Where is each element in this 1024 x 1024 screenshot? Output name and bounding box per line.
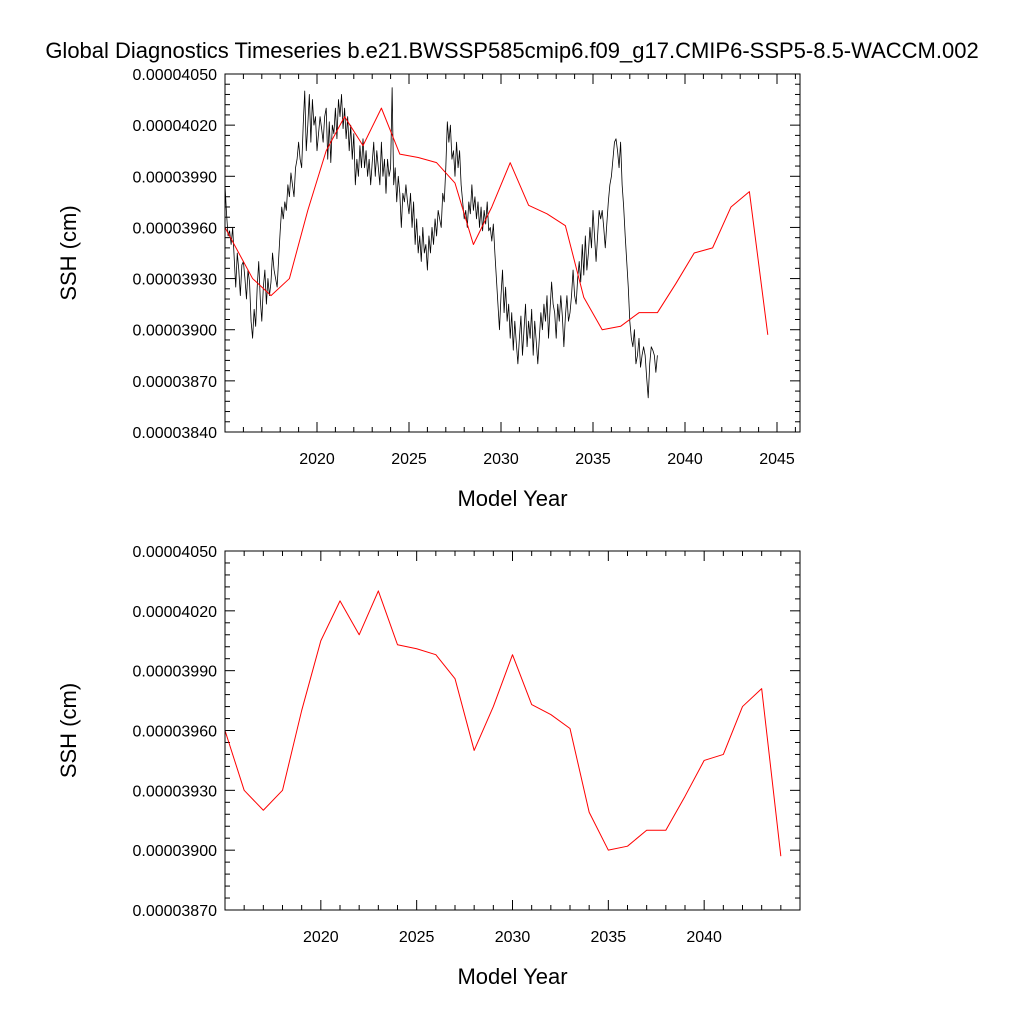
y-tick-label: 0.00003990 <box>132 664 217 681</box>
y-tick-label: 0.00004050 <box>132 544 217 561</box>
y-axis-title: SSH (cm) <box>56 683 81 778</box>
x-tick-label: 2035 <box>591 929 627 946</box>
annual-series-line <box>225 590 782 857</box>
x-tick-label: 2045 <box>759 451 795 468</box>
y-tick-label: 0.00003960 <box>132 724 217 741</box>
x-tick-label: 2035 <box>575 451 611 468</box>
figure-title: Global Diagnostics Timeseries b.e21.BWSS… <box>45 38 978 63</box>
y-tick-label: 0.00004020 <box>132 118 217 135</box>
x-axis-title: Model Year <box>457 486 567 511</box>
x-tick-label: 2020 <box>303 929 339 946</box>
y-tick-label: 0.00003900 <box>132 843 217 860</box>
x-tick-label: 2030 <box>483 451 519 468</box>
y-tick-label: 0.00003960 <box>132 220 217 237</box>
plot-frame <box>224 550 801 911</box>
x-tick-label: 2025 <box>399 929 435 946</box>
y-tick-label: 0.00003870 <box>132 903 217 920</box>
x-tick-label: 2020 <box>299 451 335 468</box>
x-axis-title: Model Year <box>457 964 567 989</box>
y-tick-label: 0.00004020 <box>132 604 217 621</box>
y-tick-label: 0.00003900 <box>132 323 217 340</box>
y-tick-label: 0.00003870 <box>132 374 217 391</box>
y-tick-label: 0.00003930 <box>132 272 217 289</box>
y-tick-label: 0.00003930 <box>132 783 217 800</box>
x-tick-label: 2030 <box>495 929 531 946</box>
x-tick-label: 2040 <box>686 929 722 946</box>
y-tick-label: 0.00004050 <box>132 67 217 84</box>
bottom-panel: 2020 2025 2030 2035 2040 0.00003870 0.00003900… <box>56 544 801 989</box>
y-tick-label: 0.00003840 <box>132 425 217 442</box>
x-tick-label: 2025 <box>391 451 427 468</box>
x-tick-label: 2040 <box>667 451 703 468</box>
plot-frame <box>224 73 801 433</box>
annual-series-line <box>225 107 769 335</box>
y-axis-title: SSH (cm) <box>56 205 81 300</box>
y-tick-label: 0.00003990 <box>132 169 217 186</box>
monthly-series-line <box>225 87 658 399</box>
top-panel: 2020 2025 2030 2035 2040 2045 0.00003840 0.0000… <box>56 67 801 511</box>
